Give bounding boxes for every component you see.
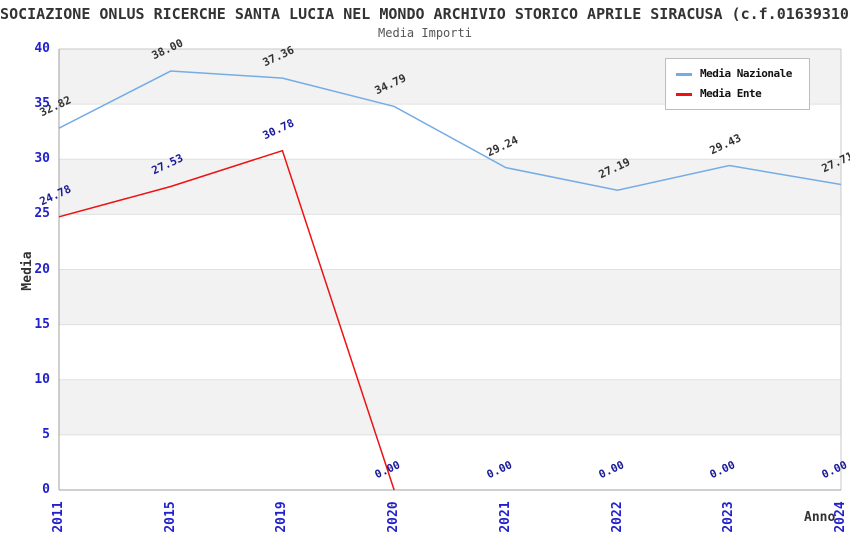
legend-label: Media Nazionale (700, 67, 792, 80)
chart-title: ASSOCIAZIONE ONLUS RICERCHE SANTA LUCIA … (0, 5, 850, 23)
y-tick-label-20: 20 (34, 261, 50, 277)
x-tick-label-2019: 2019 (274, 501, 290, 533)
x-tick-label-2011: 2011 (51, 501, 66, 533)
x-tick-label-2024: 2024 (833, 501, 848, 533)
legend-line-icon (676, 72, 692, 76)
x-tick-label-2020: 2020 (386, 501, 402, 533)
legend-line-icon (676, 92, 692, 96)
chart-subtitle: Media Importi (378, 26, 472, 40)
x-axis-title: Anno (804, 510, 836, 525)
plot-band (59, 379, 841, 435)
x-tick-label-2023: 2023 (721, 501, 737, 533)
plot-band (59, 159, 841, 215)
y-tick-label-35: 35 (34, 96, 50, 112)
x-tick-label-2015: 2015 (162, 501, 178, 533)
x-tick-label-2021: 2021 (497, 501, 513, 533)
legend-label: Media Ente (700, 87, 762, 100)
line-media-nazionale (58, 70, 842, 191)
y-tick-label-15: 15 (34, 316, 50, 332)
legend-item-media-ente: Media Ente (666, 84, 809, 104)
y-tick-label-0: 0 (42, 482, 50, 497)
plot-band (59, 269, 841, 325)
y-tick-label-40: 40 (34, 41, 50, 56)
y-tick-label-25: 25 (34, 206, 50, 222)
y-tick-label-30: 30 (34, 151, 50, 167)
x-tick-label-2022: 2022 (609, 501, 625, 533)
legend-item-media-nazionale: Media Nazionale (666, 64, 809, 84)
legend: Media Nazionale Media Ente (665, 58, 810, 110)
y-tick-label-5: 5 (42, 426, 50, 442)
line-media-ente (58, 149, 395, 491)
y-tick-label-10: 10 (34, 371, 50, 387)
y-axis-title: Media (20, 251, 35, 291)
